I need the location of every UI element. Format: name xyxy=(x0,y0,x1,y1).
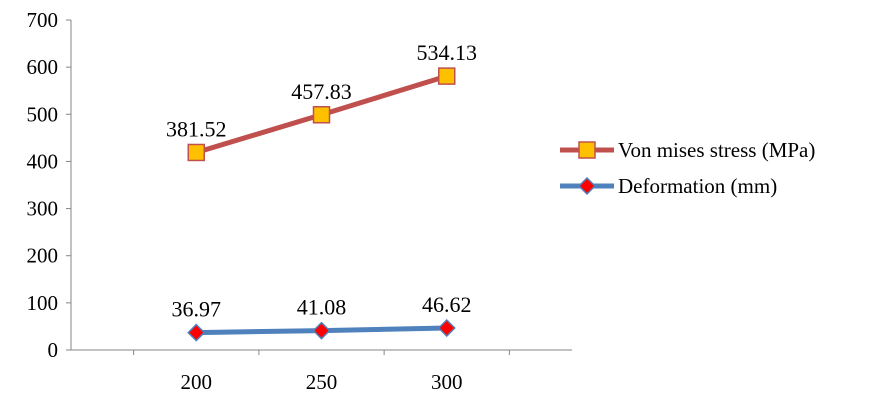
legend-marker xyxy=(578,141,596,159)
legend-item: Von mises stress (MPa) xyxy=(560,138,815,162)
data-label: 381.52 xyxy=(166,116,227,141)
data-label: 36.97 xyxy=(172,297,222,322)
x-tick-label: 300 xyxy=(431,370,463,394)
legend-marker xyxy=(577,176,597,196)
legend-label: Von mises stress (MPa) xyxy=(618,138,815,162)
data-point xyxy=(312,106,331,124)
data-point xyxy=(437,318,456,338)
data-point xyxy=(187,323,206,342)
y-tick-label: 100 xyxy=(27,291,59,315)
y-tick-label: 600 xyxy=(27,55,59,79)
data-point xyxy=(187,143,205,162)
data-point xyxy=(438,67,456,85)
legend-label: Deformation (mm) xyxy=(618,174,777,198)
x-tick-label: 250 xyxy=(306,370,338,394)
y-tick-label: 0 xyxy=(48,338,59,362)
y-axis: 0 100 200 300 400 500 600 700 xyxy=(27,8,72,362)
data-label: 46.62 xyxy=(422,292,472,317)
legend: Von mises stress (MPa) Deformation (mm) xyxy=(560,138,815,198)
data-label: 457.83 xyxy=(291,79,352,104)
x-axis-ticks: 200 250 300 xyxy=(133,350,510,394)
data-point xyxy=(312,321,331,340)
y-tick-label: 400 xyxy=(27,149,59,173)
plot-series: 381.52 457.83 534.13 36.97 41.08 46.62 xyxy=(166,40,478,342)
legend-item: Deformation (mm) xyxy=(560,174,777,198)
series-von-mises-stress: 381.52 457.83 534.13 xyxy=(166,40,478,162)
y-tick-label: 200 xyxy=(27,244,59,268)
x-axis: 200 250 300 xyxy=(71,349,572,394)
y-tick-label: 700 xyxy=(27,8,59,32)
y-axis-ticks: 0 100 200 300 400 500 600 700 xyxy=(27,8,71,362)
x-tick-label: 200 xyxy=(181,370,213,394)
data-label: 41.08 xyxy=(297,295,347,320)
series-deformation: 36.97 41.08 46.62 xyxy=(172,292,472,342)
y-tick-label: 500 xyxy=(27,102,59,126)
y-tick-label: 300 xyxy=(27,197,59,221)
data-label: 534.13 xyxy=(417,40,478,65)
